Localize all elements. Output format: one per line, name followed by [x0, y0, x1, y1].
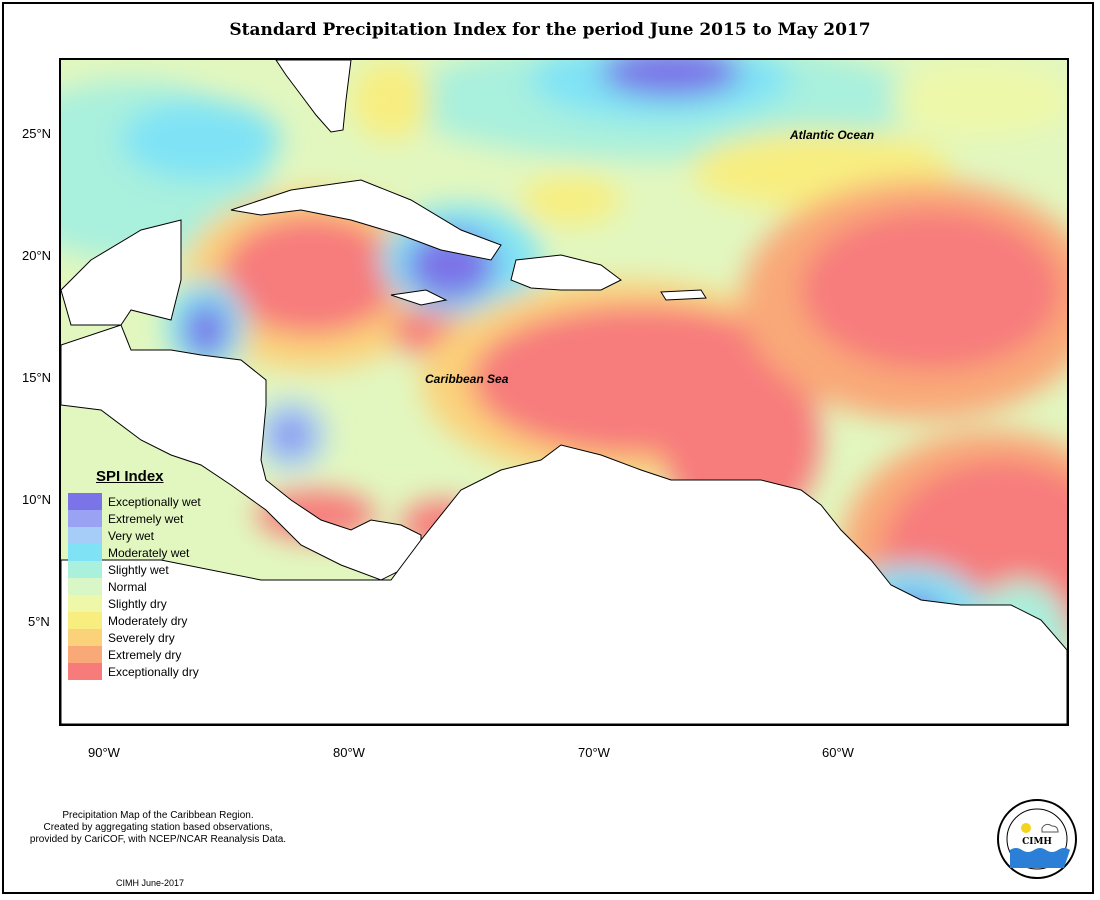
south-america [61, 444, 1067, 724]
legend-swatch [68, 544, 102, 561]
jamaica [390, 289, 448, 306]
atlantic-ocean-label: Atlantic Ocean [790, 128, 875, 142]
yucatan [61, 219, 182, 326]
lon-label-80: 80°W [333, 745, 365, 760]
legend-swatch [68, 527, 102, 544]
precipitation-map [59, 58, 1069, 726]
legend-label: Slightly dry [108, 596, 167, 611]
lon-label-90: 90°W [88, 745, 120, 760]
legend-label: Normal [108, 579, 147, 594]
legend-item: Moderately dry [68, 612, 228, 629]
legend-title: SPI Index [96, 468, 164, 485]
legend-swatch [68, 578, 102, 595]
legend-item: Exceptionally wet [68, 493, 228, 510]
legend-swatch [68, 561, 102, 578]
map-canvas [61, 60, 1067, 724]
legend-item: Exceptionally dry [68, 663, 228, 680]
legend-item: Slightly wet [68, 561, 228, 578]
caribbean-sea-label: Caribbean Sea [425, 372, 509, 386]
legend-swatch [68, 612, 102, 629]
legend-label: Slightly wet [108, 562, 169, 577]
legend-swatch [68, 510, 102, 527]
footnote-line-2: Created by aggregating station based obs… [43, 822, 273, 833]
legend-swatch [68, 595, 102, 612]
lat-label-15: 15°N [22, 370, 52, 385]
legend-label: Exceptionally wet [108, 494, 201, 509]
legend-swatch [68, 646, 102, 663]
legend-label: Severely dry [108, 630, 175, 645]
footnote-line-3: provided by CariCOF, with NCEP/NCAR Rean… [29, 834, 287, 845]
puerto-rico [660, 289, 707, 301]
footnote-line-1: Precipitation Map of the Caribbean Regio… [62, 810, 254, 821]
legend-label: Extremely dry [108, 647, 182, 662]
cimh-logo-icon: CIMH [997, 799, 1077, 879]
legend-label: Exceptionally dry [108, 664, 199, 679]
legend-label: Very wet [108, 528, 155, 543]
lon-label-60: 60°W [822, 745, 854, 760]
legend-item: Normal [68, 578, 228, 595]
central-america [61, 324, 422, 581]
florida [275, 60, 352, 133]
lon-label-70: 70°W [578, 745, 610, 760]
logo-text: CIMH [1022, 837, 1052, 847]
legend-label: Moderately dry [108, 613, 188, 628]
legend-label: Moderately wet [108, 545, 190, 560]
legend-item: Moderately wet [68, 544, 228, 561]
legend-rows: Exceptionally wet Extremely wet Very wet Mo… [68, 493, 228, 680]
hispaniola [510, 254, 622, 291]
lat-label-20: 20°N [22, 248, 52, 263]
footnote: Precipitation Map of the Caribbean Regio… [8, 810, 308, 846]
legend-item: Extremely wet [68, 510, 228, 527]
credit: CIMH June-2017 [116, 878, 185, 888]
lat-label-25: 25°N [22, 126, 52, 141]
lat-label-5: 5°N [28, 614, 50, 629]
map-title: Standard Precipitation Index for the per… [229, 20, 871, 40]
legend-item: Slightly dry [68, 595, 228, 612]
lat-label-10: 10°N [22, 492, 52, 507]
legend-swatch [68, 663, 102, 680]
cuba [230, 179, 502, 261]
legend-item: Severely dry [68, 629, 228, 646]
legend-item: Very wet [68, 527, 228, 544]
legend-item: Extremely dry [68, 646, 228, 663]
spi-legend: SPI Index Exceptionally wet Extremely wet… [68, 468, 228, 680]
legend-swatch [68, 493, 102, 510]
spi-field [61, 60, 1067, 700]
legend-swatch [68, 629, 102, 646]
cimh-logo: CIMH [996, 798, 1078, 880]
land-masses [61, 60, 1067, 724]
legend-label: Extremely wet [108, 511, 184, 526]
